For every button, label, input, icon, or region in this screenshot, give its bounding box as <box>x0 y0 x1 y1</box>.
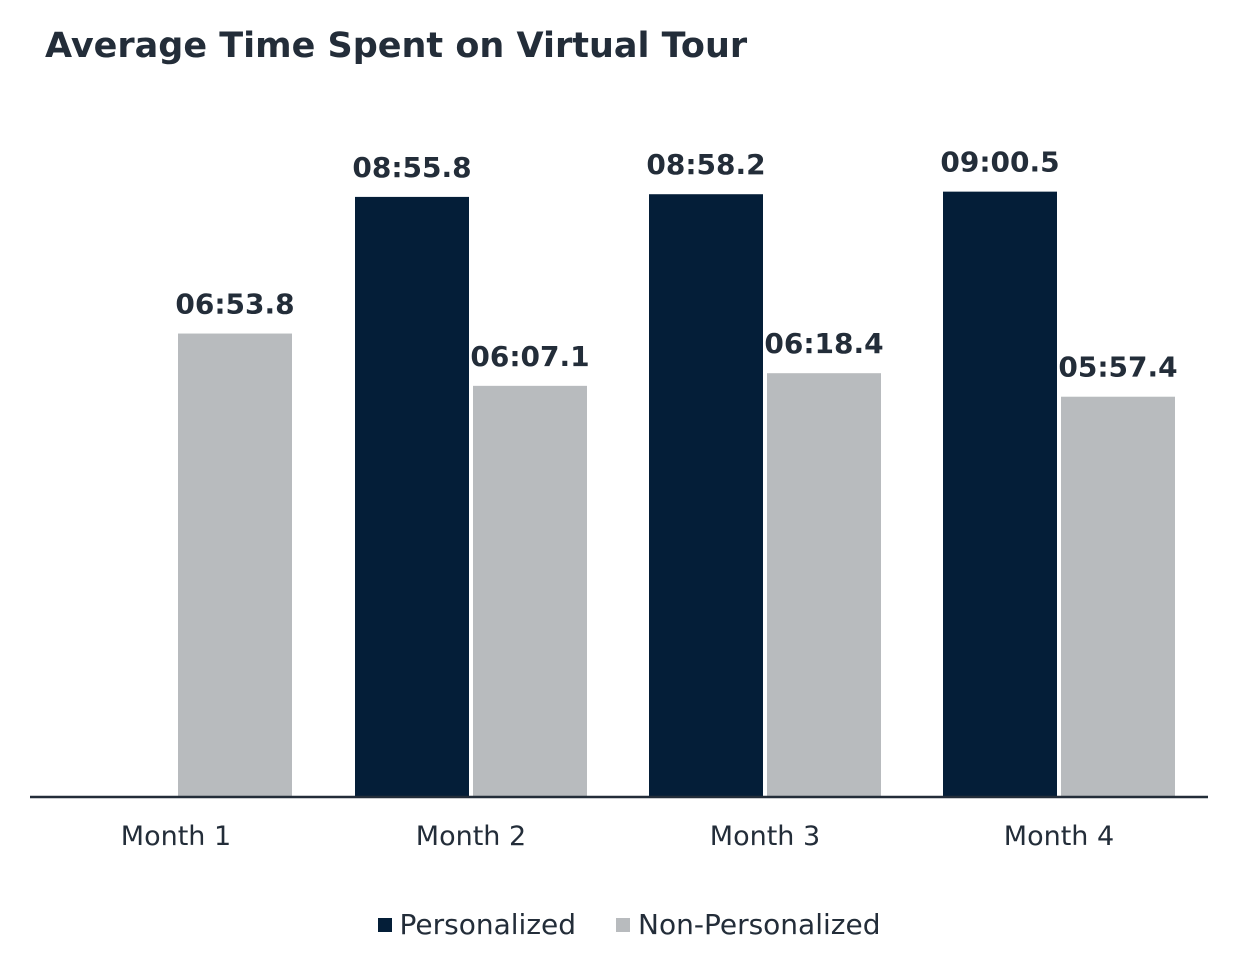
x-tick-label: Month 2 <box>416 821 526 852</box>
legend-label-personalized: Personalized <box>399 908 577 941</box>
x-tick-label: Month 1 <box>121 821 231 852</box>
legend-swatch-personalized <box>377 917 392 932</box>
data-label-non-personalized-month-2: 06:07.1 <box>470 340 589 373</box>
data-label-non-personalized-month-1: 06:53.8 <box>175 288 294 321</box>
bar-chart: 06:53.8 Month 1 08:55.8 06:07.1 Month 2 08:58… <box>30 146 1208 852</box>
bar-non-personalized-month-4 <box>1061 396 1175 797</box>
data-label-non-personalized-month-4: 05:57.4 <box>1058 351 1177 384</box>
legend-swatch-non-personalized <box>616 917 631 932</box>
bar-personalized-month-3 <box>649 194 763 797</box>
bar-non-personalized-month-2 <box>473 385 587 797</box>
bar-personalized-month-2 <box>355 196 469 798</box>
bar-non-personalized-month-1 <box>178 333 292 797</box>
data-label-personalized-month-3: 08:58.2 <box>646 148 765 181</box>
chart-title: Average Time Spent on Virtual Tour <box>45 26 748 66</box>
data-label-personalized-month-4: 09:00.5 <box>940 146 1059 179</box>
legend-item-personalized: Personalized <box>377 908 577 941</box>
chart-legend: Personalized Non-Personalized <box>0 908 1258 941</box>
x-tick-label: Month 4 <box>1004 821 1114 852</box>
bar-non-personalized-month-3 <box>767 373 881 797</box>
legend-item-non-personalized: Non-Personalized <box>616 908 880 941</box>
data-label-non-personalized-month-3: 06:18.4 <box>764 327 883 360</box>
x-tick-label: Month 3 <box>710 821 820 852</box>
bar-personalized-month-4 <box>943 191 1057 797</box>
data-label-personalized-month-2: 08:55.8 <box>352 151 471 184</box>
legend-label-non-personalized: Non-Personalized <box>638 908 881 941</box>
